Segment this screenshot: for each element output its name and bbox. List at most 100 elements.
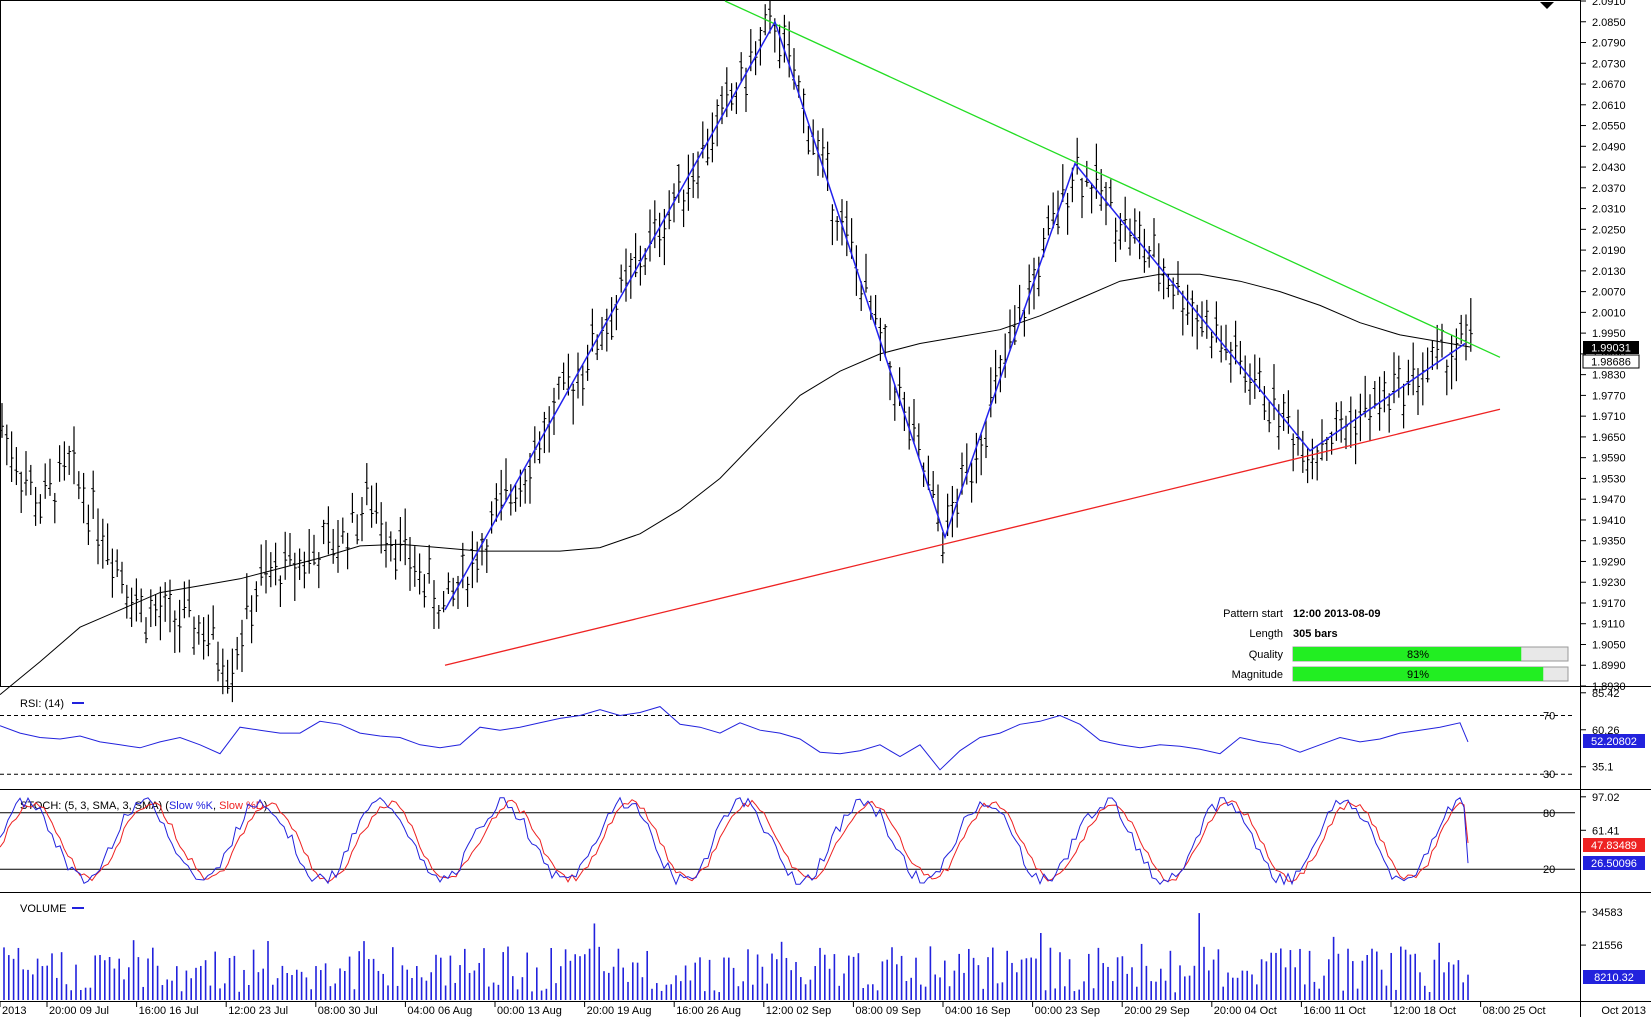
price-tick-label: 2.0850 bbox=[1592, 17, 1626, 29]
price-tick-label: 2.0430 bbox=[1592, 162, 1626, 174]
time-tick-label: 00:00 13 Aug bbox=[497, 1005, 562, 1017]
stoch-k-line bbox=[0, 796, 1469, 886]
stoch-axis: 97.02 61.41 bbox=[1580, 792, 1620, 837]
rsi-tick-label: 35.1 bbox=[1592, 762, 1613, 774]
quality-label: Quality bbox=[1249, 649, 1284, 661]
x-axis-end-label: Oct 2013 bbox=[1601, 1005, 1646, 1017]
price-tick-label: 2.0070 bbox=[1592, 287, 1626, 299]
volume-tick-label: 21556 bbox=[1592, 940, 1623, 952]
rsi-tick-label: 60.26 bbox=[1592, 725, 1620, 737]
price-candles bbox=[0, 0, 1473, 703]
price-tick-label: 1.9830 bbox=[1592, 370, 1626, 382]
time-tick-label: 16:00 26 Aug bbox=[676, 1005, 741, 1017]
price-tick-label: 1.9050 bbox=[1592, 639, 1626, 651]
time-tick-label: 20:00 09 Jul bbox=[49, 1005, 109, 1017]
price-tick-label: 2.0370 bbox=[1592, 183, 1626, 195]
time-tick-label: 20:00 04 Oct bbox=[1214, 1005, 1277, 1017]
volume-tick-label: 34583 bbox=[1592, 907, 1623, 919]
stoch-tick-label: 61.41 bbox=[1592, 825, 1620, 837]
price-tick-label: 1.9470 bbox=[1592, 494, 1626, 506]
rsi-tick-label: 85.42 bbox=[1592, 688, 1620, 700]
rsi-axis: 85.42 60.26 35.1 bbox=[1580, 688, 1620, 774]
price-tick-label: 1.9590 bbox=[1592, 453, 1626, 465]
price-tick-label: 1.9110 bbox=[1592, 619, 1625, 631]
price-tick-label: 2.0250 bbox=[1592, 224, 1626, 236]
stoch-d-value-text: 47.83489 bbox=[1591, 840, 1637, 852]
price-tick-label: 2.0670 bbox=[1592, 79, 1626, 91]
rsi-title: RSI: (14) bbox=[20, 698, 64, 710]
time-tick-label: 08:00 09 Sep bbox=[855, 1005, 920, 1017]
price-tick-label: 1.8990 bbox=[1592, 660, 1626, 672]
stoch-d-legend: Slow %D bbox=[219, 800, 264, 812]
length-label: Length bbox=[1249, 628, 1283, 640]
secondary-price-text: 1.98686 bbox=[1591, 357, 1631, 369]
price-tick-label: 1.9410 bbox=[1592, 515, 1626, 527]
magnitude-value: 91% bbox=[1407, 669, 1429, 681]
time-tick-label: 12:00 02 Sep bbox=[766, 1005, 831, 1017]
price-tick-label: 2.0310 bbox=[1592, 204, 1626, 216]
stoch-d-badge: 47.83489 bbox=[1583, 838, 1645, 852]
rsi-level-70-label: 70 bbox=[1543, 710, 1555, 722]
time-tick-label: 12:00 23 Jul bbox=[228, 1005, 288, 1017]
price-tick-label: 2.0010 bbox=[1592, 307, 1626, 319]
price-tick-label: 2.0190 bbox=[1592, 245, 1626, 257]
price-tick-label: 2.0730 bbox=[1592, 58, 1626, 70]
resistance-trendline bbox=[724, 0, 1501, 358]
secondary-price-badge: 1.98686 bbox=[1582, 354, 1640, 369]
time-tick-label: 08:00 25 Oct bbox=[1483, 1005, 1546, 1017]
stoch-tick-label: 97.02 bbox=[1592, 792, 1620, 804]
price-tick-label: 1.9950 bbox=[1592, 328, 1626, 340]
volume-title: VOLUME bbox=[20, 903, 66, 915]
moving-average-line bbox=[0, 273, 1471, 695]
stoch-k-value-text: 26.50096 bbox=[1591, 858, 1637, 870]
support-trendline bbox=[444, 408, 1501, 666]
price-tick-label: 2.0130 bbox=[1592, 266, 1626, 278]
volume-bars bbox=[3, 913, 1469, 1000]
time-tick-label: 08:00 30 Jul bbox=[318, 1005, 378, 1017]
volume-axis: 34583 21556 bbox=[1580, 907, 1623, 952]
price-tick-label: 2.0490 bbox=[1592, 141, 1626, 153]
magnitude-bar-fill bbox=[1293, 667, 1544, 681]
time-tick-label: 20:00 29 Sep bbox=[1124, 1005, 1189, 1017]
magnitude-label: Magnitude bbox=[1232, 669, 1283, 681]
pattern-zigzag bbox=[444, 19, 1466, 611]
rsi-line bbox=[0, 706, 1469, 771]
last-price-badge: 1.99031 bbox=[1583, 341, 1639, 355]
rsi-value-badge: 52.20802 bbox=[1583, 734, 1645, 748]
price-tick-label: 2.0910 bbox=[1592, 0, 1626, 8]
time-tick-label: 16:00 11 Oct bbox=[1303, 1005, 1365, 1017]
rsi-level-30-label: 30 bbox=[1543, 769, 1555, 781]
quality-value: 83% bbox=[1407, 649, 1429, 661]
time-tick-label: 04:00 16 Sep bbox=[945, 1005, 1010, 1017]
stoch-title: STOCH: (5, 3, SMA, 3, SMA) (Slow %K, Slo… bbox=[20, 800, 267, 812]
price-tick-label: 1.9770 bbox=[1592, 390, 1626, 402]
price-tick-label: 1.9170 bbox=[1592, 598, 1626, 610]
price-tick-label: 1.9230 bbox=[1592, 577, 1626, 589]
time-tick-label: 2013 bbox=[2, 1005, 26, 1017]
price-tick-label: 2.0610 bbox=[1592, 100, 1626, 112]
time-tick-label: 16:00 16 Jul bbox=[139, 1005, 199, 1017]
time-tick-label: 04:00 06 Aug bbox=[407, 1005, 472, 1017]
length-value: 305 bars bbox=[1293, 628, 1338, 640]
stoch-title-prefix: STOCH: (5, 3, SMA, 3, SMA) bbox=[20, 800, 162, 812]
stoch-k-badge: 26.50096 bbox=[1583, 856, 1645, 870]
pattern-start-label: Pattern start bbox=[1223, 608, 1283, 620]
time-tick-label: 00:00 23 Sep bbox=[1035, 1005, 1100, 1017]
chevron-down-icon[interactable] bbox=[1540, 2, 1554, 9]
quality-bar-fill bbox=[1293, 647, 1522, 661]
stoch-level-20-label: 20 bbox=[1543, 864, 1555, 876]
stoch-d-line bbox=[0, 799, 1469, 883]
volume-value-text: 8210.32 bbox=[1594, 972, 1634, 984]
last-price-text: 1.99031 bbox=[1591, 343, 1631, 355]
price-tick-label: 1.9650 bbox=[1592, 432, 1626, 444]
time-axis: 2013 20:00 09 Jul 16:00 16 Jul 12:00 23 Jul… bbox=[0, 1001, 1546, 1017]
price-tick-label: 2.0550 bbox=[1592, 121, 1626, 133]
price-tick-label: 1.9710 bbox=[1592, 411, 1626, 423]
price-tick-label: 2.0790 bbox=[1592, 38, 1626, 50]
pattern-start-value: 12:00 2013-08-09 bbox=[1293, 608, 1380, 620]
pattern-info: Pattern start 12:00 2013-08-09 Length 30… bbox=[1223, 608, 1569, 682]
stoch-level-80-label: 80 bbox=[1543, 808, 1555, 820]
stoch-k-legend: Slow %K bbox=[169, 800, 214, 812]
price-panel-frame bbox=[0, 0, 1581, 687]
